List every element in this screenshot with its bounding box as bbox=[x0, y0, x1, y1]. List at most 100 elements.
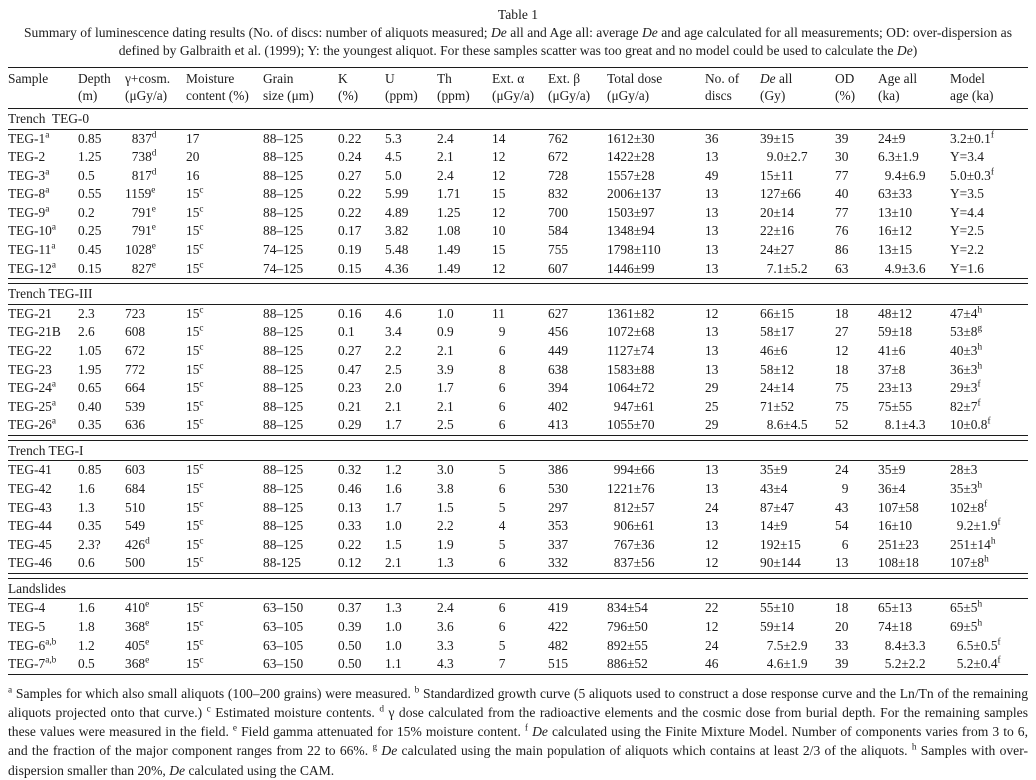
value-cell: 15c bbox=[186, 398, 204, 414]
value-cell: 13±15 bbox=[878, 242, 913, 258]
table-footnotes: a Samples for which also small aliquots … bbox=[8, 685, 1029, 778]
value-cell: 0.15 bbox=[78, 260, 102, 276]
value-cell: 15c bbox=[186, 536, 204, 552]
value-cell: 15c bbox=[186, 637, 204, 653]
sample-cell: TEG-8a bbox=[8, 185, 50, 202]
value-cell: 1.6 bbox=[385, 481, 402, 496]
value-cell: 1055±70 bbox=[607, 417, 655, 433]
value-cell: 947±61 bbox=[607, 398, 655, 414]
value-cell: 0.5 bbox=[78, 655, 125, 675]
value-cell: 456 bbox=[548, 324, 569, 340]
value-cell: 0.21 bbox=[338, 398, 362, 414]
value-cell: 15c bbox=[186, 618, 204, 635]
value-cell: 6.5±0.5f bbox=[950, 637, 1001, 653]
value-cell: 762 bbox=[548, 130, 569, 146]
table-row: TEG-9a 0.2 791e 15c 88–125 0.22 4.89 1.25 12 700… bbox=[8, 204, 1028, 223]
value-cell: 13 bbox=[705, 518, 719, 534]
value-cell: 0.50 bbox=[338, 637, 362, 653]
value-cell: 88–125 bbox=[263, 204, 304, 220]
value-cell: 1583±88 bbox=[607, 361, 655, 377]
value-cell: Y=2.2 bbox=[950, 242, 984, 258]
value-cell: 1221±76 bbox=[607, 481, 655, 496]
value-cell: 16 bbox=[186, 167, 200, 183]
value-cell: 1.0 bbox=[385, 637, 402, 653]
value-cell: 53±8g bbox=[950, 323, 983, 340]
value-cell: 0.47 bbox=[338, 361, 362, 377]
table-row: TEG-5 1.8 368e 15c 63–105 0.39 1.0 3.6 6 422 796±… bbox=[8, 618, 1028, 637]
table-row: TEG-26a 0.35 636 15c 88–125 0.29 1.7 2.5 6 413 10… bbox=[8, 416, 1028, 435]
value-cell: 107±8h bbox=[950, 554, 989, 571]
value-cell: 608 bbox=[125, 324, 146, 340]
value-cell: 9.0±2.7 bbox=[760, 149, 808, 165]
value-cell: 15c bbox=[186, 416, 204, 433]
value-cell: 35±9 bbox=[760, 462, 788, 478]
value-cell: Y=1.6 bbox=[950, 260, 984, 276]
value-cell: 4.9±3.6 bbox=[878, 260, 926, 276]
section-divider bbox=[8, 434, 1028, 441]
value-cell: 29 bbox=[705, 417, 719, 433]
value-cell: 15c bbox=[186, 461, 204, 478]
value-cell: 0.13 bbox=[338, 499, 362, 515]
value-cell: 63–105 bbox=[263, 619, 304, 635]
value-cell: 24±27 bbox=[760, 242, 795, 258]
value-cell: 48±12 bbox=[878, 305, 913, 321]
value-cell: 63±33 bbox=[878, 186, 913, 202]
section-title: Trench TEG-0 bbox=[8, 108, 1028, 130]
value-cell: 4.5 bbox=[385, 149, 402, 165]
table-row: TEG-41 0.85 603 15c 88–125 0.32 1.2 3.0 5 386 99… bbox=[8, 461, 1028, 480]
value-cell: 17 bbox=[186, 130, 200, 146]
value-cell: 5.99 bbox=[385, 186, 409, 202]
value-cell: 88–125 bbox=[263, 305, 304, 321]
value-cell: 9 bbox=[492, 324, 506, 340]
value-cell: 22 bbox=[705, 600, 719, 616]
value-cell: 1612±30 bbox=[607, 130, 655, 146]
value-cell: 25 bbox=[705, 398, 719, 414]
value-cell: 87±47 bbox=[760, 499, 795, 515]
value-cell: 28±3 bbox=[950, 462, 978, 478]
section-title: Trench TEG-III bbox=[8, 283, 1028, 305]
value-cell: 2.4 bbox=[437, 600, 454, 616]
value-cell: 36±4 bbox=[878, 481, 906, 496]
value-cell: 1361±82 bbox=[607, 305, 655, 321]
column-header: Ext. β (μGy/a) bbox=[548, 67, 607, 109]
value-cell: 2.5 bbox=[437, 417, 454, 433]
value-cell: 1.71 bbox=[437, 186, 461, 202]
value-cell: 46 bbox=[705, 655, 760, 675]
value-cell: 9 bbox=[835, 481, 849, 496]
value-cell: 77 bbox=[835, 167, 849, 183]
value-cell: 1348±94 bbox=[607, 223, 655, 239]
value-cell: 0.16 bbox=[338, 305, 362, 321]
column-header: K (%) bbox=[338, 67, 385, 109]
value-cell: 700 bbox=[548, 204, 569, 220]
value-cell: 994±66 bbox=[607, 462, 655, 478]
value-cell: 1.0 bbox=[385, 518, 402, 534]
value-cell: 12 bbox=[492, 149, 506, 165]
value-cell: 6 bbox=[492, 398, 506, 414]
value-cell: 1127±74 bbox=[607, 342, 655, 358]
value-cell: 6 bbox=[492, 619, 506, 635]
value-cell: 353 bbox=[548, 518, 569, 534]
value-cell: 6 bbox=[492, 380, 506, 396]
value-cell: 74–125 bbox=[263, 242, 304, 258]
value-cell: 817d bbox=[125, 167, 157, 183]
value-cell: 15c bbox=[186, 379, 204, 396]
value-cell: 39 bbox=[835, 655, 878, 675]
value-cell: 15 bbox=[492, 186, 506, 202]
value-cell: 2.1 bbox=[385, 398, 402, 414]
value-cell: 2.3? bbox=[78, 536, 101, 552]
value-cell: 2.3 bbox=[78, 305, 95, 321]
value-cell: 6 bbox=[492, 600, 506, 616]
value-cell: 0.40 bbox=[78, 398, 102, 414]
value-cell: 58±17 bbox=[760, 324, 795, 340]
value-cell: 88–125 bbox=[263, 380, 304, 396]
value-cell: 2.2 bbox=[437, 518, 454, 534]
value-cell: 767±36 bbox=[607, 536, 655, 552]
section-title-row: Trench TEG-III bbox=[8, 283, 1028, 305]
value-cell: Y=2.5 bbox=[950, 223, 984, 239]
table-row: TEG-10a 0.25 791e 15c 88–125 0.17 3.82 1.08 10 5… bbox=[8, 222, 1028, 241]
value-cell: 49 bbox=[705, 167, 719, 183]
value-cell: 41±6 bbox=[878, 342, 906, 358]
value-cell: 35±3h bbox=[950, 480, 983, 496]
sample-cell: TEG-22 bbox=[8, 342, 52, 358]
column-header: OD (%) bbox=[835, 67, 878, 109]
